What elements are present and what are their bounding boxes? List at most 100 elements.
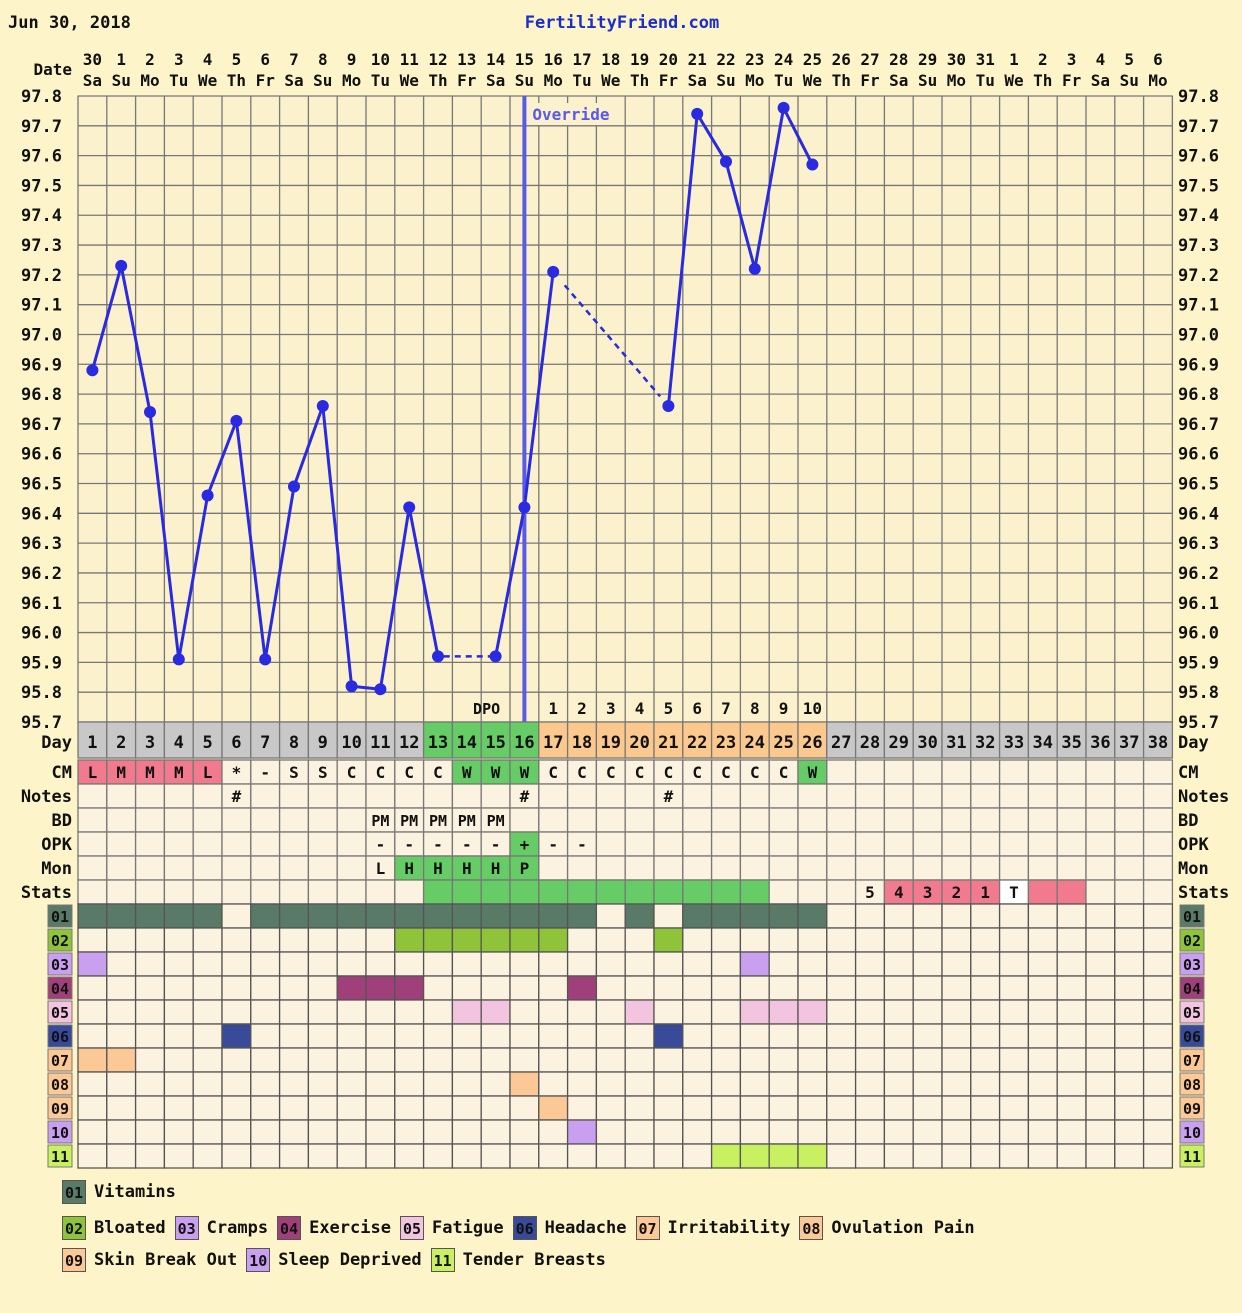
mon-cell[interactable] xyxy=(134,855,166,881)
symptom-cell[interactable] xyxy=(192,1023,223,1049)
symptom-cell[interactable] xyxy=(1056,975,1087,1001)
opk-cell[interactable] xyxy=(336,831,367,857)
symptom-cell[interactable] xyxy=(595,1023,626,1049)
symptom-cell[interactable] xyxy=(1056,1095,1087,1121)
symptom-cell[interactable] xyxy=(307,951,338,977)
cm-cell[interactable] xyxy=(998,759,1030,785)
bd-cell[interactable] xyxy=(854,807,886,833)
symptom-cell[interactable] xyxy=(653,1095,684,1121)
stats-cell[interactable] xyxy=(1027,879,1058,905)
symptom-cell[interactable] xyxy=(278,1047,310,1073)
symptom-cell[interactable] xyxy=(250,903,281,929)
symptom-cell[interactable] xyxy=(797,999,828,1025)
opk-cell[interactable] xyxy=(912,831,943,857)
symptom-cell[interactable] xyxy=(1114,903,1145,929)
symptom-cell[interactable] xyxy=(278,951,310,977)
symptom-cell[interactable] xyxy=(134,975,166,1001)
bd-cell[interactable] xyxy=(77,807,108,833)
notes-cell[interactable] xyxy=(480,783,511,809)
notes-cell[interactable] xyxy=(307,783,338,809)
temperature-point[interactable] xyxy=(259,653,272,666)
stats-cell[interactable] xyxy=(307,879,338,905)
symptom-cell[interactable] xyxy=(624,1143,655,1169)
opk-cell[interactable] xyxy=(883,831,914,857)
symptom-cell[interactable] xyxy=(106,903,137,929)
temperature-point[interactable] xyxy=(403,501,416,514)
symptom-cell[interactable] xyxy=(826,951,857,977)
symptom-cell[interactable] xyxy=(163,903,194,929)
symptom-cell[interactable] xyxy=(278,903,310,929)
symptom-cell[interactable] xyxy=(595,975,626,1001)
symptom-cell[interactable] xyxy=(883,999,914,1025)
symptom-cell[interactable] xyxy=(480,927,511,953)
stats-cell[interactable] xyxy=(538,879,569,905)
symptom-cell[interactable] xyxy=(797,975,828,1001)
symptom-cell[interactable] xyxy=(566,903,598,929)
symptom-cell[interactable] xyxy=(77,1071,108,1097)
bd-cell[interactable] xyxy=(1027,807,1058,833)
symptom-cell[interactable] xyxy=(739,903,770,929)
mon-cell[interactable] xyxy=(624,855,655,881)
stats-cell[interactable] xyxy=(624,879,655,905)
symptom-cell[interactable] xyxy=(538,1071,569,1097)
mon-cell[interactable] xyxy=(595,855,626,881)
symptom-cell[interactable] xyxy=(134,1023,166,1049)
cm-cell[interactable] xyxy=(336,759,367,785)
stats-cell[interactable] xyxy=(134,879,166,905)
symptom-cell[interactable] xyxy=(422,1143,454,1169)
mon-cell[interactable] xyxy=(854,855,886,881)
symptom-cell[interactable] xyxy=(883,1023,914,1049)
opk-cell[interactable] xyxy=(653,831,684,857)
bd-cell[interactable] xyxy=(595,807,626,833)
symptom-cell[interactable] xyxy=(1085,1047,1116,1073)
symptom-cell[interactable] xyxy=(134,951,166,977)
bd-cell[interactable] xyxy=(970,807,1001,833)
mon-cell[interactable] xyxy=(826,855,857,881)
bd-cell[interactable] xyxy=(883,807,914,833)
symptom-cell[interactable] xyxy=(854,1119,886,1145)
symptom-cell[interactable] xyxy=(854,1095,886,1121)
symptom-cell[interactable] xyxy=(970,1119,1001,1145)
symptom-cell[interactable] xyxy=(192,1071,223,1097)
symptom-cell[interactable] xyxy=(250,1023,281,1049)
notes-cell[interactable] xyxy=(595,783,626,809)
symptom-cell[interactable] xyxy=(336,1119,367,1145)
symptom-cell[interactable] xyxy=(1114,951,1145,977)
symptom-cell[interactable] xyxy=(1114,1119,1145,1145)
bd-cell[interactable] xyxy=(998,807,1030,833)
symptom-cell[interactable] xyxy=(365,1119,396,1145)
symptom-cell[interactable] xyxy=(77,951,108,977)
symptom-cell[interactable] xyxy=(682,999,713,1025)
symptom-cell[interactable] xyxy=(278,975,310,1001)
opk-cell[interactable] xyxy=(595,831,626,857)
opk-cell[interactable] xyxy=(1085,831,1116,857)
symptom-cell[interactable] xyxy=(797,1023,828,1049)
symptom-cell[interactable] xyxy=(1027,1047,1058,1073)
symptom-cell[interactable] xyxy=(1114,1095,1145,1121)
symptom-cell[interactable] xyxy=(826,1143,857,1169)
symptom-cell[interactable] xyxy=(998,1047,1030,1073)
stats-cell[interactable] xyxy=(365,879,396,905)
bd-cell[interactable] xyxy=(941,807,972,833)
symptom-cell[interactable] xyxy=(912,903,943,929)
symptom-cell[interactable] xyxy=(1085,999,1116,1025)
symptom-cell[interactable] xyxy=(883,1047,914,1073)
symptom-cell[interactable] xyxy=(682,975,713,1001)
symptom-cell[interactable] xyxy=(221,1143,252,1169)
symptom-cell[interactable] xyxy=(250,1047,281,1073)
stats-cell[interactable] xyxy=(163,879,194,905)
symptom-cell[interactable] xyxy=(941,1143,972,1169)
opk-cell[interactable] xyxy=(941,831,972,857)
symptom-cell[interactable] xyxy=(509,1071,540,1097)
symptom-cell[interactable] xyxy=(77,1023,108,1049)
mon-cell[interactable] xyxy=(739,855,770,881)
symptom-cell[interactable] xyxy=(854,927,886,953)
notes-cell[interactable] xyxy=(826,783,857,809)
temperature-point[interactable] xyxy=(748,262,761,275)
symptom-cell[interactable] xyxy=(538,1047,569,1073)
cm-cell[interactable] xyxy=(912,759,943,785)
opk-cell[interactable] xyxy=(278,831,310,857)
symptom-cell[interactable] xyxy=(480,903,511,929)
symptom-cell[interactable] xyxy=(624,1023,655,1049)
symptom-cell[interactable] xyxy=(134,903,166,929)
